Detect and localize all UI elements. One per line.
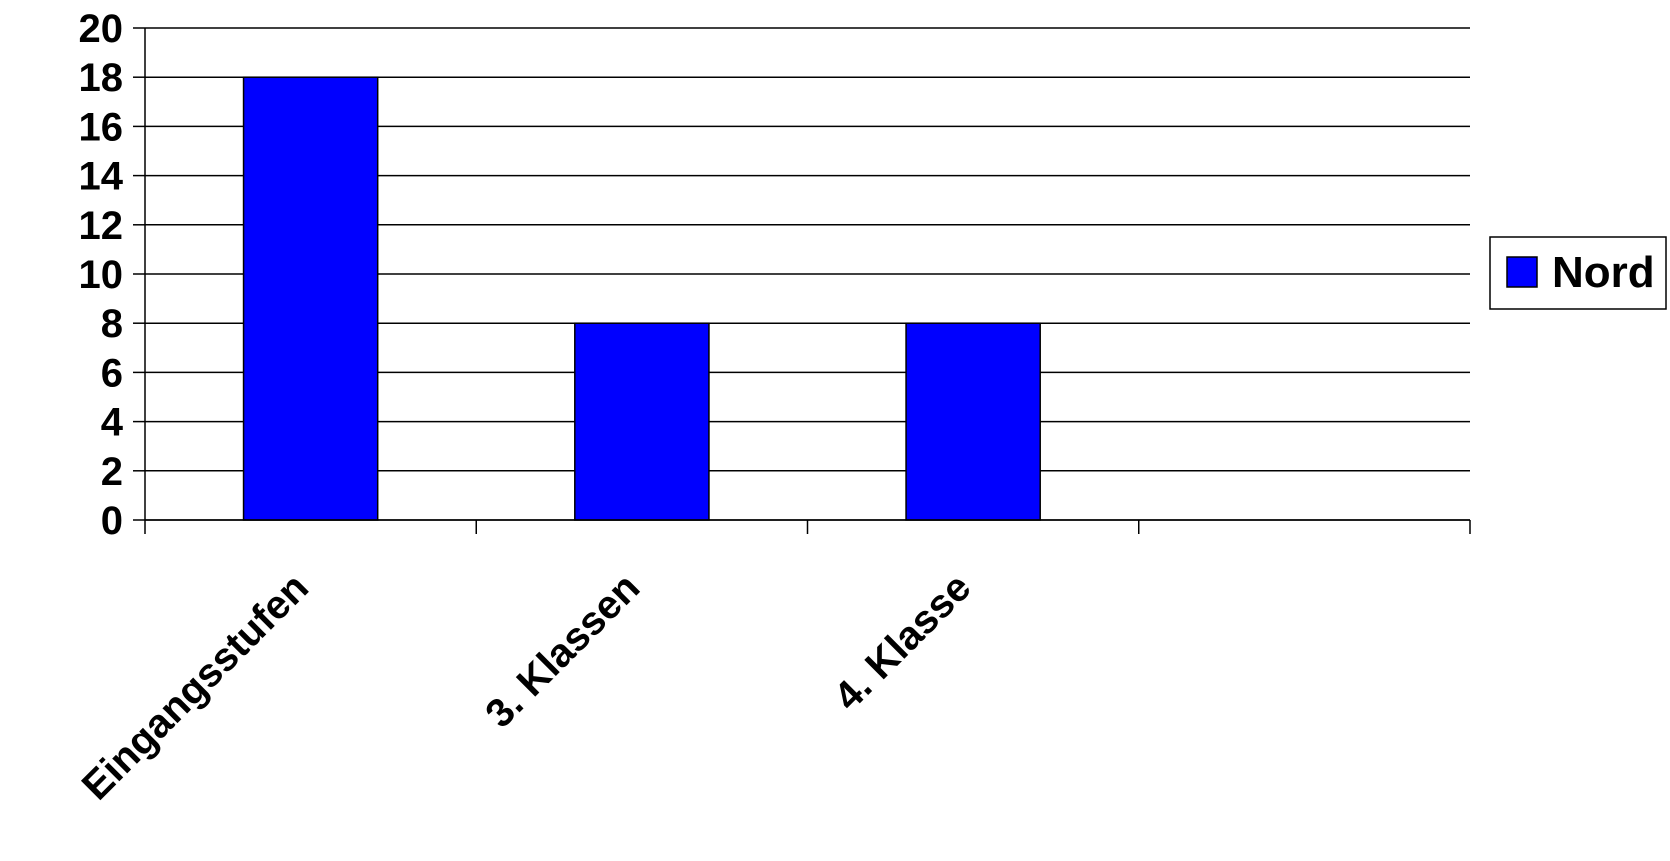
- legend-swatch: [1506, 256, 1538, 288]
- x-tick-labels: Eingangsstufen 3. Klassen 4. Klasse: [74, 565, 980, 808]
- y-tick-label: 8: [101, 302, 123, 346]
- y-tick-label: 14: [79, 155, 124, 199]
- y-tick-labels: 0 2 4 6 8 10 12 14 16 18 20: [79, 7, 124, 543]
- bar-eingangsstufen: [242, 76, 379, 521]
- y-tick-label: 0: [101, 499, 123, 543]
- legend-label: Nord: [1552, 248, 1655, 297]
- x-tick-label: 3. Klassen: [477, 565, 648, 736]
- x-tick-label: Eingangsstufen: [74, 565, 317, 808]
- y-tick-label: 6: [101, 351, 123, 395]
- y-tick-label: 12: [79, 204, 124, 248]
- y-tick-label: 4: [101, 401, 124, 445]
- y-tick-label: 2: [101, 450, 123, 494]
- legend: Nord: [1489, 236, 1667, 310]
- y-tick-label: 16: [79, 105, 124, 149]
- bars: [242, 76, 1041, 521]
- y-tick-label: 20: [79, 7, 124, 51]
- x-tick-label: 4. Klasse: [826, 565, 980, 719]
- bar-3-klassen: [574, 322, 710, 521]
- bar-4-klasse: [905, 322, 1041, 521]
- y-tick-label: 10: [79, 253, 124, 297]
- y-tick-label: 18: [79, 56, 124, 100]
- axes: [133, 27, 1471, 534]
